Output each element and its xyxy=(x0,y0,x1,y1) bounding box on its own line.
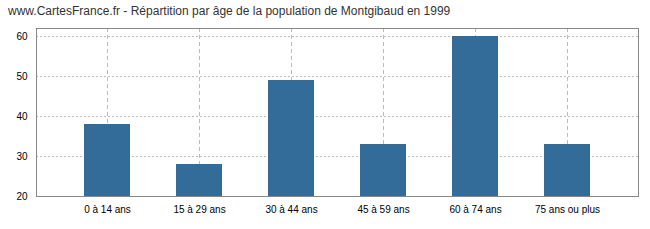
svg-text:75 ans ou plus: 75 ans ou plus xyxy=(535,204,600,215)
svg-text:40: 40 xyxy=(16,111,28,122)
svg-text:60: 60 xyxy=(16,31,28,42)
svg-text:20: 20 xyxy=(16,191,28,202)
svg-text:15 à 29 ans: 15 à 29 ans xyxy=(173,204,225,215)
svg-text:0 à 14 ans: 0 à 14 ans xyxy=(84,204,131,215)
html-text:www.CartesFrance.fr - Répartit: www.CartesFrance.fr - Répartition par âg… xyxy=(8,4,451,18)
svg-text:60 à 74 ans: 60 à 74 ans xyxy=(449,204,501,215)
svg-text:30: 30 xyxy=(16,151,28,162)
svg-text:45 à 59 ans: 45 à 59 ans xyxy=(357,204,409,215)
svg-text:50: 50 xyxy=(16,71,28,82)
svg-text:30 à 44 ans: 30 à 44 ans xyxy=(265,204,317,215)
